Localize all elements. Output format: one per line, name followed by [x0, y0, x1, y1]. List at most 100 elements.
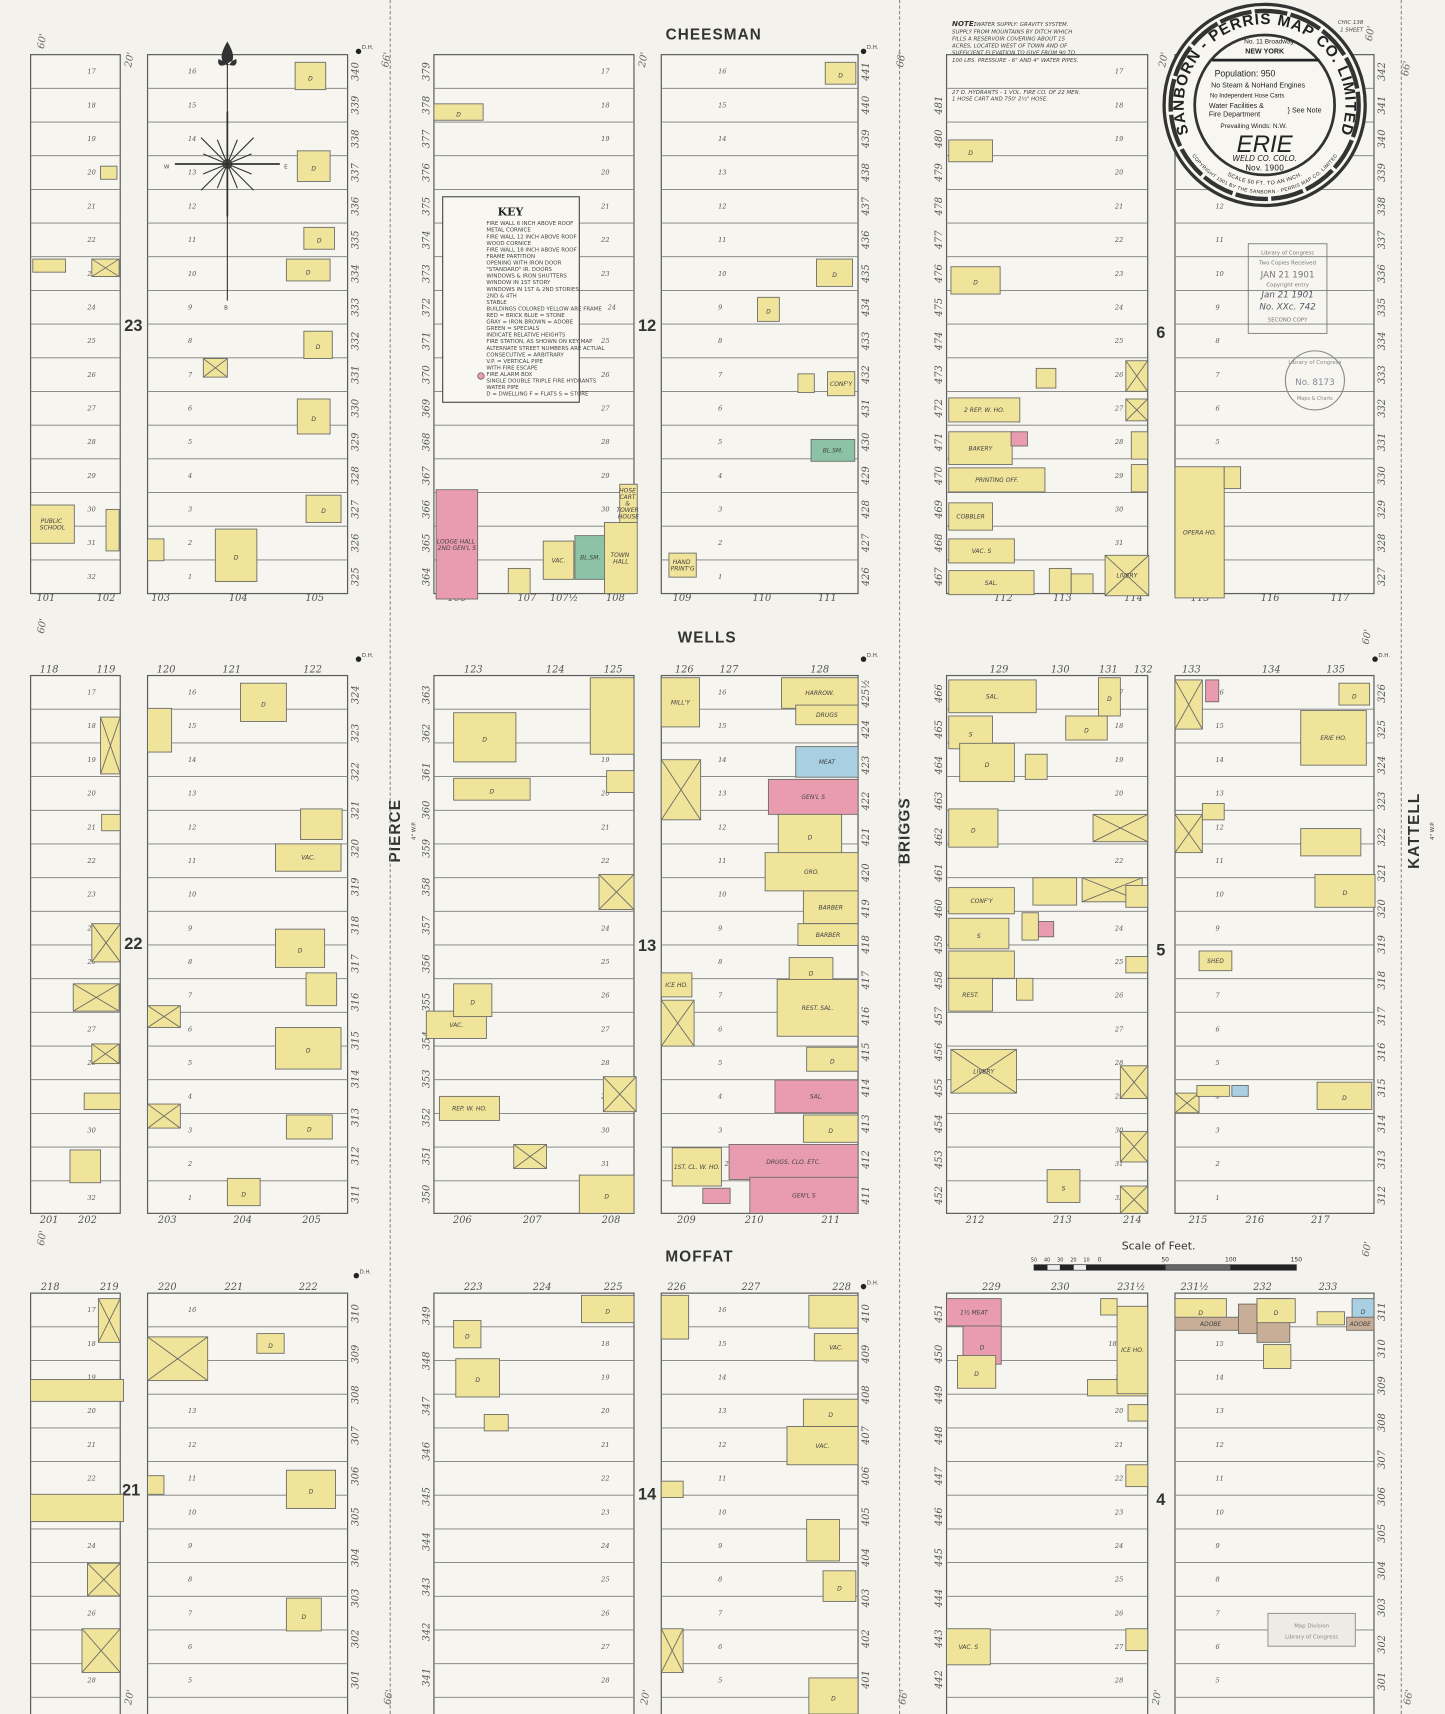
lot-number: 25 — [600, 1576, 609, 1584]
building — [797, 373, 815, 393]
building-label: D — [311, 416, 316, 423]
lot-number: 30 — [601, 506, 609, 514]
building-label: D — [465, 1334, 470, 1341]
side-house-number: 348 — [422, 1352, 433, 1371]
lot-number: 2 — [187, 539, 192, 547]
seal-scale-letter: L — [1238, 176, 1243, 183]
building: D — [275, 1027, 342, 1070]
building: GEN'L S — [749, 1176, 859, 1214]
building-footprint — [589, 677, 635, 755]
building-label: D — [1361, 1309, 1366, 1316]
building: D — [296, 398, 331, 435]
cross-mark — [87, 1562, 121, 1597]
lot-number: 19 — [601, 756, 609, 764]
building-label-line: PUBLIC — [41, 518, 64, 525]
side-house-number: 473 — [934, 365, 945, 385]
house-number: 121 — [222, 664, 241, 675]
building — [1125, 956, 1149, 974]
lot-number: 4 — [717, 1093, 722, 1101]
building-label: 1ST. CL. W. HO. — [674, 1164, 720, 1171]
building: BARBER — [802, 890, 859, 925]
building-footprint — [948, 502, 993, 531]
building-label: MEAT — [819, 759, 837, 766]
building-label: BL.SM. — [580, 555, 600, 562]
street-width-label: 60' — [36, 618, 49, 635]
key-entry: RED = BRICK BLUE = STONE — [486, 313, 565, 319]
seal-scale-letter: T — [1259, 181, 1263, 187]
house-number: 207 — [522, 1215, 543, 1226]
building-footprint — [1032, 877, 1078, 906]
side-house-number: 354 — [422, 1031, 433, 1050]
side-house-number: 346 — [422, 1442, 433, 1461]
house-number: 105 — [305, 593, 324, 604]
city-blocks: 1718192021222324252627282930313216151413… — [30, 54, 1388, 1714]
building — [81, 1628, 121, 1673]
building — [1201, 803, 1225, 821]
side-house-number: 330 — [1377, 466, 1388, 485]
note-line: ACRES, LOCATED WEST OF TOWN AND OF — [951, 44, 1068, 50]
building-footprint — [948, 139, 993, 163]
building — [91, 258, 120, 277]
building-label: ERIE HO. — [1320, 735, 1346, 742]
scale-segment — [1046, 1264, 1061, 1271]
lot-number: 23 — [1114, 270, 1123, 278]
building-footprint — [660, 1294, 690, 1340]
building-footprint — [285, 1114, 333, 1140]
building-footprint — [256, 1333, 285, 1354]
lot-number: 7 — [188, 371, 193, 379]
building — [589, 677, 635, 755]
side-house-number: 329 — [351, 433, 362, 452]
lot-number: 29 — [1114, 1093, 1123, 1101]
building: D — [1065, 715, 1108, 741]
house-number: 206 — [452, 1215, 472, 1226]
house-number: 230 — [1050, 1282, 1070, 1293]
building-label: D — [317, 238, 322, 245]
side-house-number: 409 — [861, 1345, 872, 1365]
seal-company-letter: M — [1339, 80, 1358, 96]
house-number: 132 — [1134, 664, 1153, 675]
lot-number: 28 — [600, 1059, 609, 1067]
lot-number: 2 — [717, 539, 722, 547]
building-label: CONF'Y — [830, 381, 854, 388]
building-footprint — [453, 1320, 482, 1349]
lot-number: 25 — [1114, 337, 1123, 345]
building — [660, 759, 702, 821]
lot-number: 27 — [600, 1025, 610, 1033]
building-footprint — [660, 972, 693, 998]
lot-number: 30 — [1115, 1126, 1123, 1134]
building-footprint — [296, 398, 331, 435]
street-width-label: 20' — [637, 51, 651, 69]
side-house-number: 337 — [1377, 230, 1388, 250]
building-footprint — [285, 258, 331, 282]
building-label: 2 REP. W. HO. — [964, 407, 1005, 414]
building-label: D — [974, 1371, 979, 1378]
building: DRUGS, CLO. ETC. — [728, 1144, 859, 1180]
building-footprint — [948, 808, 999, 848]
building-label: D — [311, 166, 316, 173]
lot-number: 9 — [188, 1542, 192, 1550]
seal-copyright-letter: T — [1328, 159, 1335, 165]
building-footprint — [777, 813, 843, 857]
building: 1½ MEAT — [946, 1298, 1002, 1327]
building-footprint — [296, 150, 331, 182]
seal-copyright-letter: 1 — [1215, 176, 1221, 183]
building-footprint — [1338, 682, 1371, 706]
building-footprint — [542, 540, 575, 580]
side-house-number: 375 — [422, 197, 433, 216]
building-footprint — [453, 712, 517, 763]
side-house-number: 412 — [861, 1150, 872, 1170]
building-footprint — [303, 226, 335, 250]
dead-hydrant-dot — [860, 1283, 867, 1290]
building: ADOBE — [1346, 1316, 1375, 1331]
lot-number: 25 — [1114, 958, 1123, 966]
building-label: VAC. — [301, 855, 315, 862]
building: D — [294, 61, 327, 91]
seal-inner-ring — [1193, 33, 1336, 177]
building-footprint — [101, 813, 121, 832]
house-number: 123 — [464, 664, 483, 675]
cross-mark — [1104, 554, 1150, 597]
side-house-number: 312 — [1377, 1186, 1388, 1205]
lot-number: 23 — [600, 1508, 609, 1516]
note-line: SUFFICIENT ELEVATION TO GIVE FROM 90 TO — [952, 51, 1076, 57]
building-label: LIVERY — [973, 1068, 995, 1075]
